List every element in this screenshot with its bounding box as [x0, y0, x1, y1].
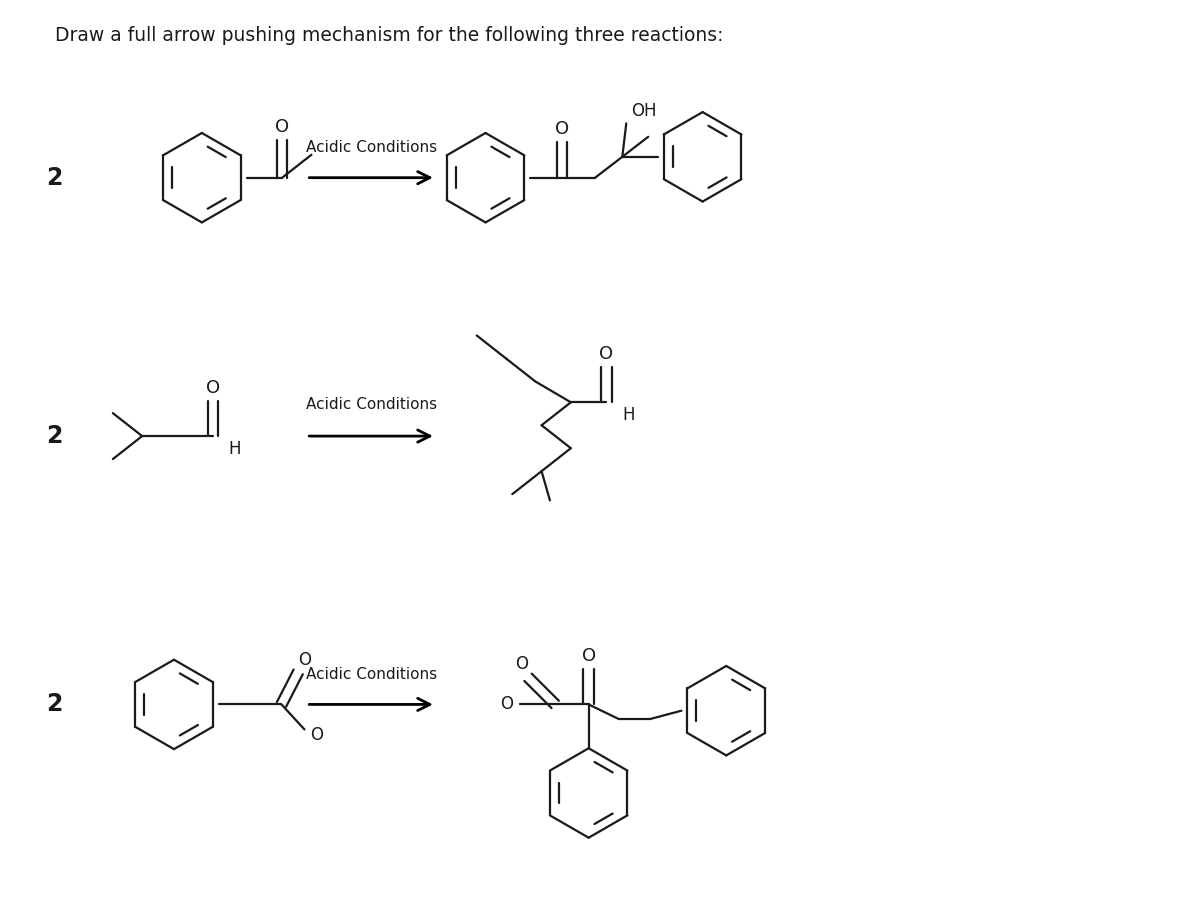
- Text: O: O: [206, 378, 221, 396]
- Text: H: H: [622, 406, 635, 424]
- Text: O: O: [516, 655, 528, 673]
- Text: 2: 2: [47, 166, 62, 190]
- Text: Acidic Conditions: Acidic Conditions: [306, 396, 437, 412]
- Text: Draw a full arrow pushing mechanism for the following three reactions:: Draw a full arrow pushing mechanism for …: [54, 26, 724, 45]
- Text: O: O: [599, 345, 613, 363]
- Text: Acidic Conditions: Acidic Conditions: [306, 667, 437, 682]
- Text: O: O: [310, 726, 323, 744]
- Text: O: O: [499, 696, 512, 714]
- Text: 2: 2: [47, 693, 62, 716]
- Text: O: O: [298, 651, 311, 669]
- Text: OH: OH: [631, 102, 656, 120]
- Text: O: O: [554, 121, 569, 138]
- Text: O: O: [275, 118, 289, 136]
- Text: O: O: [582, 647, 595, 665]
- Text: H: H: [229, 440, 241, 458]
- Text: 2: 2: [47, 424, 62, 448]
- Text: Acidic Conditions: Acidic Conditions: [306, 141, 437, 155]
